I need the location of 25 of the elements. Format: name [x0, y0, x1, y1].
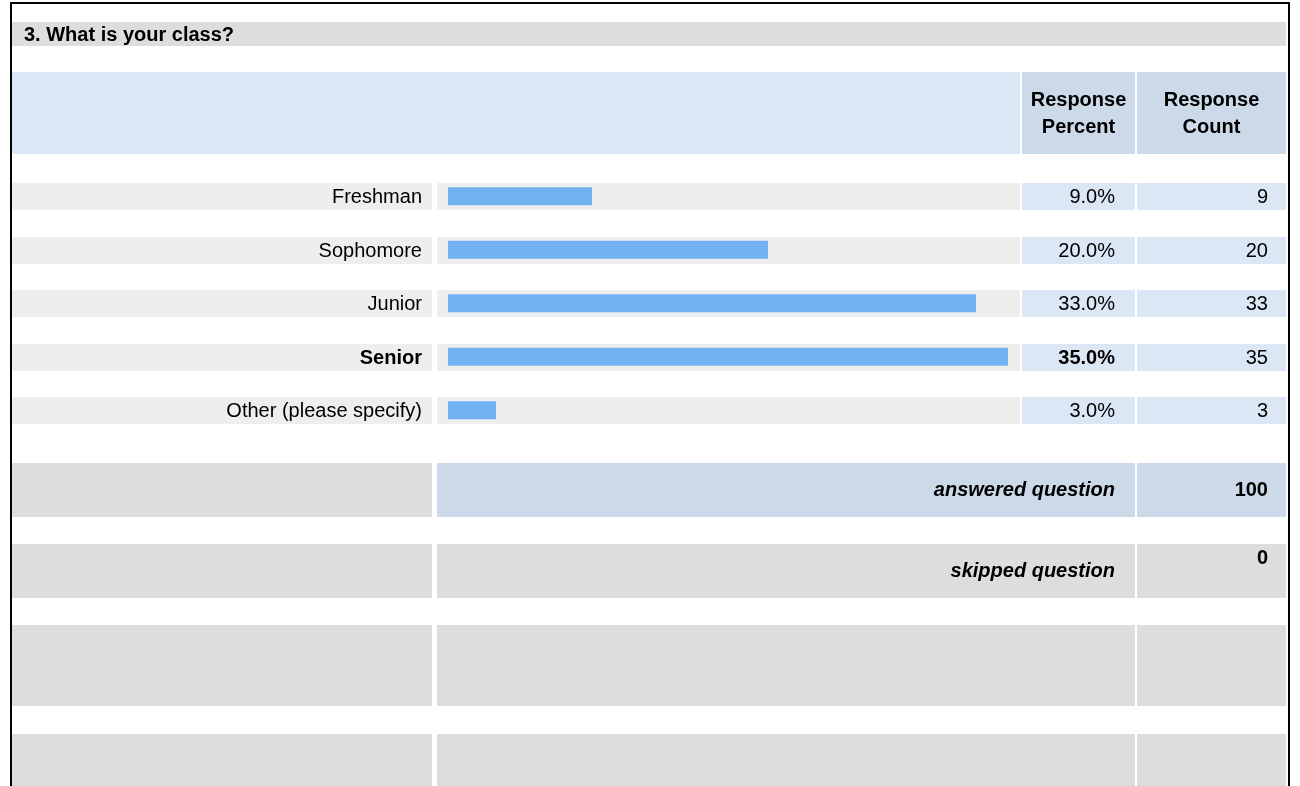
data-label: 20.0% — [1022, 236, 1135, 264]
y-tick-label: Other (please specify) — [226, 399, 422, 422]
text: 3 — [1137, 397, 1286, 424]
bar — [448, 240, 768, 259]
text: 33 — [1137, 290, 1286, 317]
text: 20 — [1137, 236, 1286, 264]
data-label: 33.0% — [1022, 290, 1135, 317]
text: skipped question — [437, 543, 1135, 598]
data-label: 9.0% — [1022, 183, 1135, 210]
y-tick-label: Freshman — [331, 185, 422, 208]
text: 0 — [1137, 543, 1286, 598]
data-label: 3.0% — [1022, 397, 1135, 424]
text: answered question — [437, 462, 1135, 517]
y-tick-label: Junior — [367, 292, 423, 315]
y-tick-label: Senior — [359, 345, 423, 368]
text: Response Count — [1137, 72, 1286, 154]
bar — [448, 187, 592, 206]
text: Response Percent — [1022, 72, 1135, 154]
text: 35 — [1137, 343, 1286, 371]
y-tick-label: Sophomore — [318, 238, 422, 261]
text: 9 — [1137, 183, 1286, 210]
data-label: 35.0% — [1022, 343, 1135, 371]
text: 3. What is your class? — [12, 22, 1286, 46]
bar — [448, 401, 496, 420]
text: 100 — [1137, 462, 1286, 517]
